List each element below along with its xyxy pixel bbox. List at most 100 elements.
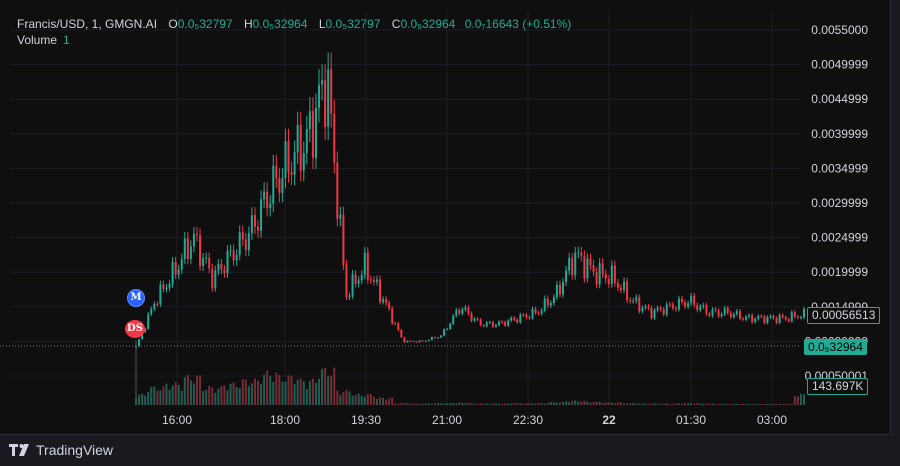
candle-body	[650, 307, 653, 319]
candle-body	[616, 282, 619, 288]
candle-body	[674, 308, 677, 310]
volume-bar	[525, 403, 528, 405]
volume-bar	[394, 403, 397, 405]
volume-bar	[613, 403, 616, 405]
volume-bar	[558, 402, 561, 405]
candle-body	[754, 318, 757, 323]
volume-bar	[662, 403, 665, 405]
volume-bar	[790, 403, 793, 405]
volume-bar	[202, 391, 205, 405]
volume-bar	[238, 388, 241, 405]
volume-bar	[308, 381, 311, 405]
candle-body	[339, 214, 342, 219]
price-chart[interactable]: 0.0055000 0.0049999 0.0044999 0.0039999 0.00…	[0, 0, 890, 434]
volume-bar	[351, 395, 354, 405]
volume-bar	[281, 381, 284, 405]
candle-body	[784, 317, 787, 320]
volume-bar	[214, 392, 217, 405]
volume-bar	[455, 403, 458, 405]
candle-body	[165, 287, 168, 289]
tradingview-logo[interactable]: TradingView	[9, 440, 113, 460]
volume-bar	[491, 403, 494, 405]
volume-bar	[510, 403, 513, 405]
candle-body	[702, 305, 705, 307]
volume-bar	[778, 403, 781, 405]
candle-body	[665, 304, 668, 315]
volume-bar	[665, 403, 668, 405]
open-value: 0.0₅32797	[177, 17, 233, 31]
volume-bar	[159, 390, 162, 405]
candle-body	[257, 226, 260, 231]
candle-body	[671, 304, 674, 309]
marker-m-icon[interactable]: M	[127, 289, 145, 307]
volume-bar	[391, 397, 394, 405]
candle-body	[293, 152, 296, 175]
candle-body	[208, 257, 211, 269]
volume-bar	[735, 404, 738, 405]
time-tick-label: 22	[602, 413, 616, 427]
candle-body	[263, 191, 266, 200]
volume-bar	[616, 402, 619, 405]
candle-body	[662, 309, 665, 315]
volume-bar	[266, 370, 269, 405]
candle-body	[144, 328, 147, 332]
candle-body	[327, 69, 330, 127]
chart-pane[interactable]: 0.0055000 0.0049999 0.0044999 0.0039999 0.00…	[0, 0, 891, 435]
candle-body	[696, 304, 699, 311]
volume-bar	[314, 382, 317, 405]
candle-body	[427, 339, 430, 341]
volume-bar	[382, 397, 385, 405]
volume-bar	[501, 403, 504, 405]
volume-bar	[552, 402, 555, 405]
symbol-title[interactable]: Francis/USD, 1, GMGN.AI	[17, 17, 158, 31]
volume-bar	[668, 403, 671, 405]
candle-body	[491, 322, 494, 327]
candle-body	[562, 282, 565, 295]
price-tick-label: 0.0044999	[811, 92, 868, 106]
candle-body	[159, 284, 162, 305]
volume-bar	[138, 394, 141, 405]
volume-bar	[348, 391, 351, 405]
marker-ds-icon[interactable]: DS	[125, 320, 145, 338]
volume-bar	[479, 403, 482, 405]
volume-bar	[360, 395, 363, 405]
candle-body	[269, 203, 272, 209]
volume-bar	[482, 403, 485, 405]
candle-body	[284, 141, 287, 179]
close-value: 0.0₅32964	[400, 17, 456, 31]
candle-body	[653, 310, 656, 319]
price-tick-label: 0.0019999	[811, 265, 868, 279]
candle-body	[574, 252, 577, 276]
volume-bar	[372, 396, 375, 405]
candle-body	[321, 80, 324, 85]
volume-bar	[433, 403, 436, 405]
volume-bar	[775, 403, 778, 405]
candle-body	[714, 309, 717, 311]
volume-bar	[318, 378, 321, 405]
candle-body	[519, 314, 522, 323]
candle-body	[397, 323, 400, 331]
candle-body	[598, 263, 601, 285]
open-label: O	[168, 17, 178, 31]
volume-bar	[671, 403, 674, 405]
candle-body	[720, 314, 723, 317]
candle-body	[214, 270, 217, 289]
volume-bar	[449, 403, 452, 405]
volume-bar	[568, 402, 571, 405]
candle-body	[473, 318, 476, 321]
volume-bar	[653, 403, 656, 405]
candle-body	[726, 308, 729, 313]
candle-body	[531, 309, 534, 319]
candle-body	[558, 284, 561, 295]
volume-bar	[192, 383, 195, 405]
volume-bar	[595, 401, 598, 405]
volume-legend[interactable]: Volume 1	[17, 32, 70, 48]
candle-body	[382, 299, 385, 302]
candle-body	[589, 258, 592, 265]
candle-body	[177, 269, 180, 275]
candle-body	[738, 311, 741, 319]
volume-bar	[717, 404, 720, 405]
candle-body	[260, 199, 263, 231]
volume-bar	[458, 402, 461, 405]
volume-bar	[324, 367, 327, 405]
